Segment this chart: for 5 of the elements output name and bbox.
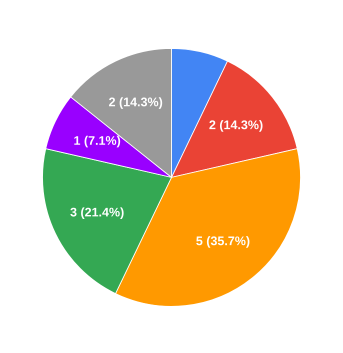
data-label: 2 (14.3%) (209, 120, 263, 132)
data-label: 2 (14.3%) (109, 97, 162, 109)
data-label: 5 (35.7%) (196, 236, 250, 248)
data-label: 3 (21.4%) (70, 207, 124, 220)
data-label: 1 (7.1%) (74, 136, 120, 148)
